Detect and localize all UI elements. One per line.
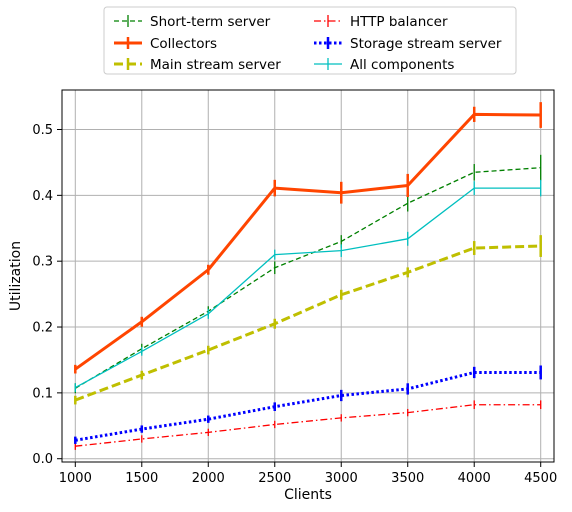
series-line — [74, 112, 541, 371]
x-tick-label: 3500 — [391, 471, 424, 486]
legend-entry: Main stream server — [114, 57, 281, 73]
y-axis-label: Utilization — [8, 241, 24, 311]
legend-entry: Storage stream server — [314, 36, 502, 52]
legend-entry: Collectors — [114, 36, 217, 52]
x-tick-label: 3000 — [325, 471, 358, 486]
legend-entry: All components — [314, 57, 454, 73]
legend-label: Collectors — [150, 36, 217, 52]
legend-label: HTTP balancer — [350, 14, 448, 30]
x-axis-label: Clients — [284, 487, 332, 503]
y-tick-label: 0.4 — [32, 189, 53, 204]
series-line — [74, 167, 541, 389]
x-tick-label: 2500 — [258, 471, 291, 486]
x-tick-label: 4000 — [458, 471, 491, 486]
legend-box — [103, 6, 517, 75]
series-storage-stream-server — [74, 365, 542, 444]
legend-label: All components — [350, 57, 454, 73]
legend: Short-term server Collectors Main stream s… — [103, 6, 517, 75]
y-tick-label: 0.1 — [32, 386, 53, 401]
series-collectors — [74, 102, 542, 374]
y-tick-label: 0.3 — [32, 255, 53, 270]
y-axis-ticks: 0.0 0.1 0.2 0.3 0.4 0.5 — [32, 123, 62, 467]
series-all-components — [74, 179, 542, 392]
grid-lines — [62, 90, 554, 462]
legend-label: Short-term server — [150, 14, 271, 30]
series-line — [75, 404, 541, 447]
x-tick-label: 1500 — [125, 471, 158, 486]
legend-entry: Short-term server — [114, 14, 271, 30]
series-line — [74, 244, 541, 402]
x-tick-label: 4500 — [524, 471, 557, 486]
legend-label: Storage stream server — [350, 36, 502, 52]
legend-label: Main stream server — [150, 57, 281, 73]
y-tick-label: 0.2 — [32, 321, 53, 336]
legend-entry: HTTP balancer — [314, 14, 448, 30]
series-layer — [74, 102, 542, 450]
x-tick-label: 1000 — [59, 471, 92, 486]
x-tick-label: 2000 — [192, 471, 225, 486]
series-line — [74, 187, 541, 389]
series-main-stream-server — [74, 235, 542, 405]
y-tick-label: 0.5 — [32, 123, 53, 138]
x-axis-ticks: 1000 1500 2000 2500 3000 3500 4000 4500 — [59, 462, 557, 486]
plot-area-frame — [61, 89, 555, 463]
series-line — [75, 370, 541, 442]
series-http-balancer — [74, 400, 542, 450]
y-tick-label: 0.0 — [32, 452, 53, 467]
